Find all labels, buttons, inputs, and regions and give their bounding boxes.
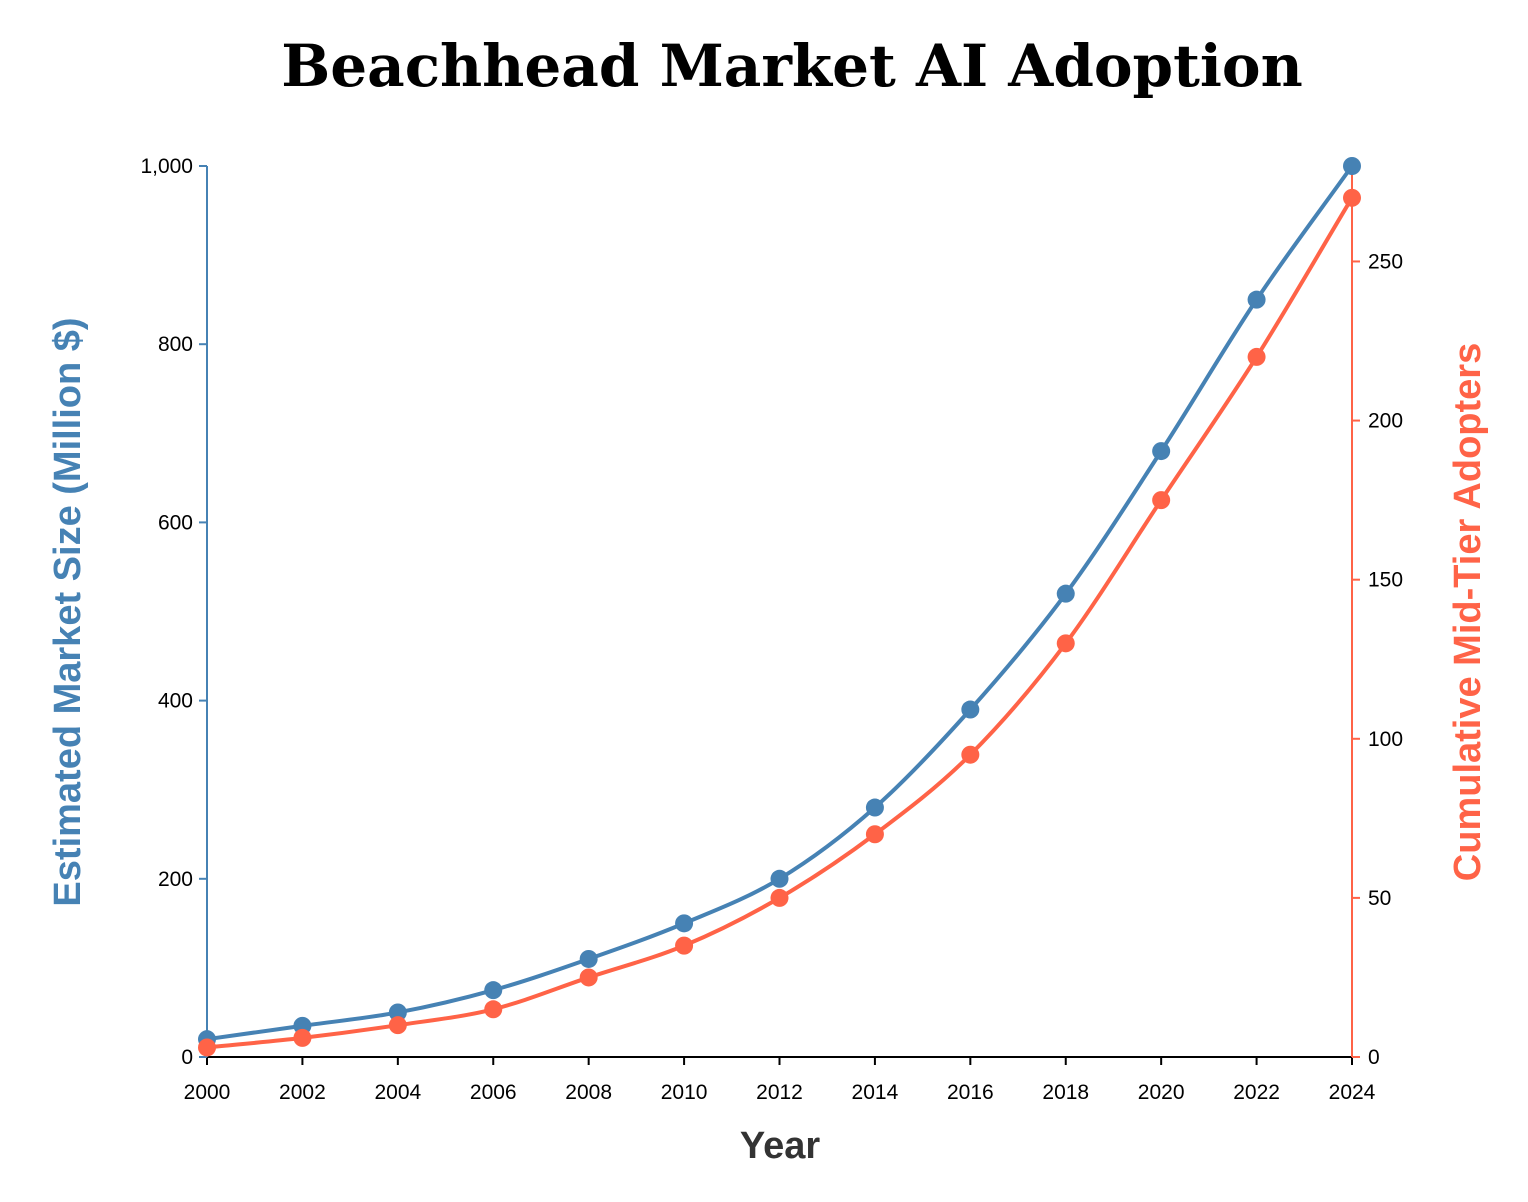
x-tick-label: 2016 [947,1081,994,1104]
x-tick-label: 2002 [279,1081,326,1104]
data-point-right [293,1028,312,1047]
series-layer [198,157,1361,1057]
y-axis-left: 0 200 400 600 800 1,000 [140,155,208,1069]
data-point-left [1247,290,1266,309]
y-left-tick-label: 0 [181,1046,193,1069]
x-tick-label: 2022 [1233,1081,1280,1104]
x-tick-label: 2012 [756,1081,803,1104]
data-point-left [770,869,789,888]
data-point-left [579,949,598,968]
y-right-tick-label: 100 [1368,728,1403,751]
data-point-left [865,798,884,817]
data-point-left [1056,584,1075,603]
data-point-right [770,888,789,907]
x-tick-label: 2024 [1329,1081,1376,1104]
series-right [198,188,1361,1057]
y-axis-right-title: Cumulative Mid-Tier Adopters [1447,343,1489,881]
x-axis-title: Year [740,1125,821,1167]
data-point-left [1152,442,1171,461]
data-point-left [388,1003,407,1022]
series-left [198,157,1361,1049]
y-axis-right: 0 50 100 150 200 250 [1351,165,1403,1069]
series-line-left [205,164,1354,1042]
chart-title: Beachhead Market AI Adoption [281,32,1303,100]
data-point-left [961,700,980,719]
data-point-right [579,968,598,987]
x-tick-label: 2004 [374,1081,421,1104]
data-point-right [388,1016,407,1035]
data-point-right [675,936,694,955]
y-right-tick-label: 200 [1368,410,1403,433]
y-right-tick-label: 50 [1368,887,1391,910]
y-right-tick-label: 0 [1368,1046,1380,1069]
data-point-right [1056,634,1075,653]
data-point-left [675,914,694,933]
y-left-tick-label: 1,000 [140,155,193,178]
x-tick-label: 2020 [1138,1081,1185,1104]
y-left-tick-label: 200 [158,868,193,891]
data-point-right [1343,188,1361,207]
data-point-right [484,1000,503,1019]
series-line-right [205,195,1354,1050]
y-left-tick-label: 600 [158,511,193,534]
y-left-tick-label: 800 [158,333,193,356]
x-tick-label: 2000 [184,1081,231,1104]
data-point-right [961,745,980,764]
x-tick-label: 2018 [1042,1081,1089,1104]
x-axis: 2000 2002 2004 2006 2008 2010 2012 2014 2016 2018… [184,1056,1376,1104]
y-axis-left-title: Estimated Market Size (Million $) [47,317,89,906]
x-tick-label: 2014 [852,1081,899,1104]
data-point-right [198,1038,216,1057]
data-point-left [484,981,503,1000]
y-right-tick-label: 150 [1368,569,1403,592]
data-point-right [1152,491,1171,510]
data-point-right [865,825,884,844]
x-tick-label: 2006 [470,1081,517,1104]
x-tick-label: 2010 [661,1081,708,1104]
y-left-tick-label: 400 [158,690,193,713]
x-tick-label: 2008 [565,1081,612,1104]
data-point-right [1247,347,1266,366]
data-point-left [1343,157,1361,175]
y-right-tick-label: 250 [1368,250,1403,273]
